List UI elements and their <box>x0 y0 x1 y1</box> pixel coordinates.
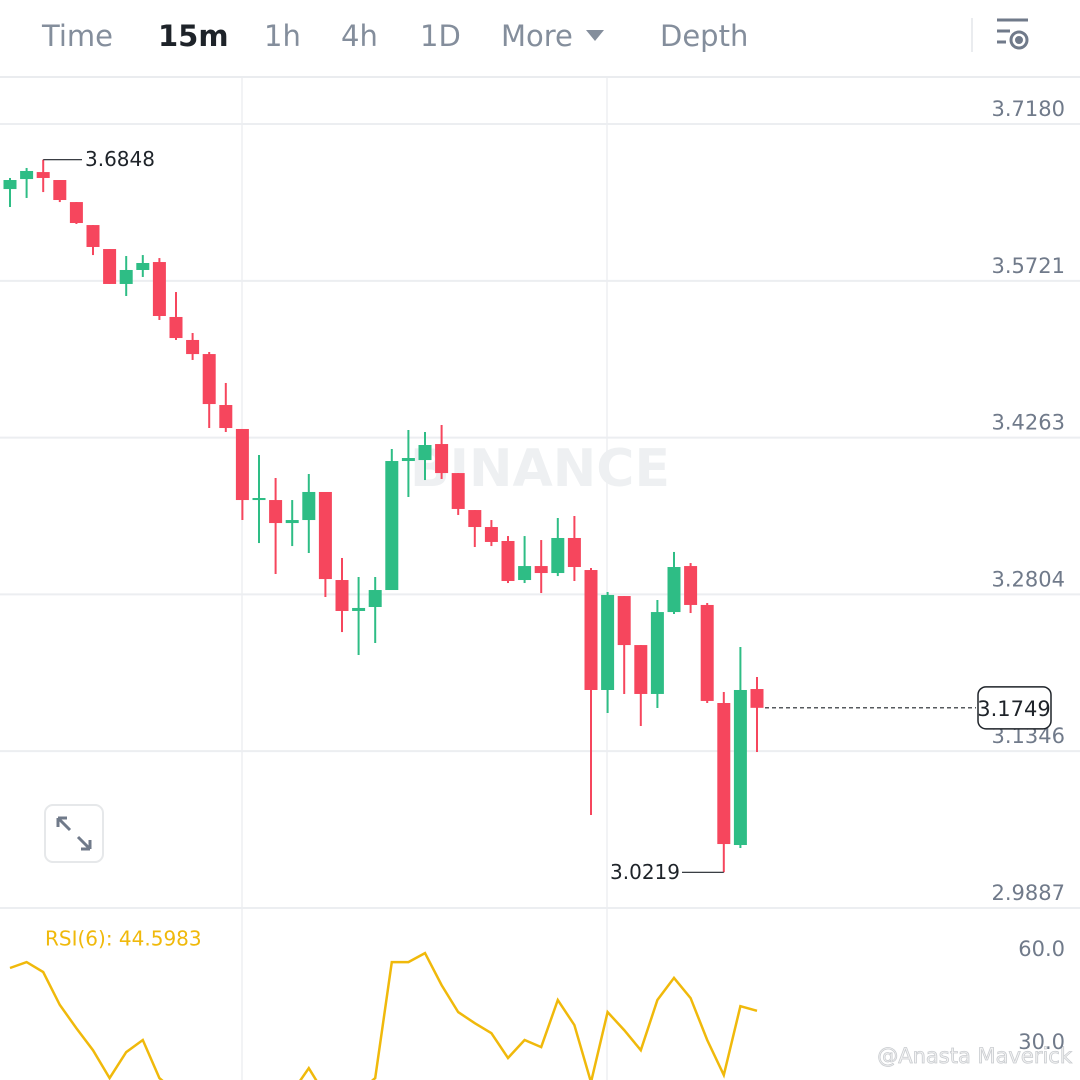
watermark: BINANCE <box>410 439 670 499</box>
y-tick-label: 3.5721 <box>992 254 1065 278</box>
candle-body <box>69 202 83 224</box>
tab[interactable]: 4h <box>341 19 378 53</box>
candle-body <box>650 612 664 694</box>
candle-body <box>3 180 17 190</box>
tab[interactable]: More <box>501 19 573 53</box>
candle-body <box>318 491 332 580</box>
tab[interactable]: 1h <box>264 19 301 53</box>
y-tick-label: 3.4263 <box>992 411 1065 435</box>
tab[interactable]: Depth <box>660 19 748 53</box>
candle-body <box>584 570 598 690</box>
y-tick-label: 3.2804 <box>992 567 1065 591</box>
candle-body <box>103 249 117 284</box>
candle-body <box>717 702 731 845</box>
candle-body <box>468 510 482 528</box>
candle-body <box>119 269 133 284</box>
candle-body <box>285 520 299 524</box>
candle-body <box>534 566 548 574</box>
rsi-line <box>9 951 758 1080</box>
candle-body <box>219 405 233 429</box>
candle-body <box>684 566 698 605</box>
candle-body <box>186 339 200 355</box>
more-caret[interactable] <box>586 30 604 41</box>
y-tick-label: 60.0 <box>1018 937 1065 961</box>
y-tick-label: 3.7180 <box>992 97 1065 121</box>
candle-body <box>700 604 714 701</box>
candle-body <box>617 596 631 646</box>
candle-body <box>634 645 648 694</box>
candle-body <box>368 590 382 608</box>
rsi-label: RSI(6): 44.5983 <box>45 927 202 951</box>
candle-body <box>750 689 764 708</box>
candle-body <box>667 567 681 613</box>
expand-button[interactable] <box>44 804 104 863</box>
candle-body <box>302 491 316 521</box>
candle-body <box>352 607 366 611</box>
candle-body <box>601 594 615 690</box>
price-label: 3.1749 <box>977 697 1050 721</box>
tab[interactable]: 15m <box>158 19 229 53</box>
candle-body <box>733 689 747 846</box>
candle-body <box>518 566 532 581</box>
candle-body <box>435 444 449 474</box>
candle-body <box>501 540 515 581</box>
price-box <box>977 686 1052 730</box>
candle-body <box>252 497 266 501</box>
candle-body <box>36 172 50 178</box>
candle-body <box>401 458 415 462</box>
y-tick-label: 30.0 <box>1018 1030 1065 1054</box>
candle-body <box>385 461 399 591</box>
candle-body <box>269 500 283 524</box>
settings-icon[interactable] <box>997 18 1029 50</box>
candle-body <box>86 225 100 247</box>
tab[interactable]: Time <box>41 19 113 53</box>
candle-body <box>152 262 166 317</box>
candle-body <box>136 263 150 270</box>
candle-body <box>20 170 34 180</box>
candle-body <box>567 537 581 568</box>
watermark: @Anasta Maverick <box>877 1044 1073 1068</box>
candle-body <box>335 580 349 611</box>
tab[interactable]: 1D <box>420 19 461 53</box>
low-label: 3.0219 <box>610 860 680 884</box>
candle-body <box>418 445 432 461</box>
high-label: 3.6848 <box>85 147 155 171</box>
candle-body <box>235 428 249 501</box>
candle-body <box>169 316 183 339</box>
candle-body <box>202 354 216 405</box>
candle-body <box>53 180 67 201</box>
candle-body <box>484 527 498 542</box>
y-tick-label: 2.9887 <box>992 881 1065 905</box>
candle-body <box>551 537 565 574</box>
candle-body <box>451 473 465 509</box>
